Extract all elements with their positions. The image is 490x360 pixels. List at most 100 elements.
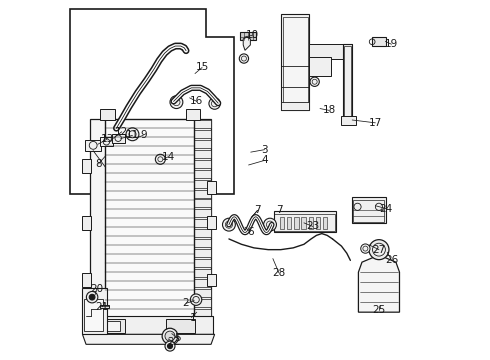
- Bar: [193, 140, 211, 148]
- Circle shape: [239, 54, 248, 63]
- Bar: [90, 319, 125, 333]
- Bar: [193, 239, 211, 247]
- Bar: [193, 249, 211, 257]
- Bar: [193, 289, 211, 297]
- Text: 22: 22: [167, 337, 180, 347]
- Bar: [274, 213, 335, 231]
- Bar: [287, 217, 292, 229]
- Circle shape: [354, 203, 361, 210]
- Text: 15: 15: [196, 63, 209, 72]
- Bar: [273, 211, 336, 232]
- Text: 14: 14: [162, 152, 175, 162]
- Bar: [283, 18, 308, 109]
- Text: 7: 7: [254, 205, 261, 215]
- Bar: [193, 279, 211, 287]
- Text: 4: 4: [261, 156, 268, 165]
- Text: 3: 3: [261, 145, 268, 155]
- Bar: [86, 316, 213, 334]
- Text: 18: 18: [322, 105, 336, 115]
- Text: 26: 26: [385, 255, 398, 265]
- Bar: [82, 273, 92, 287]
- Bar: [193, 130, 211, 138]
- Text: 2: 2: [183, 298, 189, 308]
- Bar: [193, 259, 211, 267]
- Circle shape: [165, 341, 175, 351]
- Bar: [85, 140, 101, 151]
- Text: 9: 9: [140, 130, 147, 140]
- Bar: [352, 197, 386, 223]
- Bar: [193, 298, 211, 307]
- Bar: [193, 160, 211, 168]
- Bar: [193, 170, 211, 178]
- Circle shape: [126, 128, 139, 141]
- Bar: [281, 103, 309, 111]
- Bar: [309, 57, 331, 76]
- Bar: [100, 305, 109, 307]
- Text: 27: 27: [372, 245, 386, 255]
- Bar: [342, 116, 356, 125]
- Bar: [100, 109, 115, 120]
- Text: 25: 25: [372, 305, 386, 315]
- Bar: [90, 119, 107, 318]
- Text: 10: 10: [245, 30, 259, 40]
- Circle shape: [264, 218, 276, 231]
- Bar: [294, 217, 298, 229]
- Text: 23: 23: [306, 221, 319, 231]
- Text: 28: 28: [272, 268, 286, 278]
- Circle shape: [86, 292, 98, 303]
- Bar: [353, 200, 384, 222]
- Bar: [193, 119, 211, 318]
- Bar: [83, 298, 103, 331]
- Circle shape: [162, 328, 178, 344]
- Circle shape: [222, 218, 235, 231]
- Bar: [167, 319, 195, 333]
- Text: 11: 11: [126, 130, 139, 140]
- Bar: [105, 119, 194, 318]
- Bar: [193, 229, 211, 237]
- Bar: [301, 217, 306, 229]
- Circle shape: [155, 154, 165, 164]
- Bar: [193, 199, 211, 207]
- Bar: [207, 274, 217, 287]
- Text: 7: 7: [275, 205, 282, 215]
- Bar: [82, 158, 92, 173]
- Circle shape: [170, 96, 183, 109]
- Bar: [186, 109, 200, 120]
- Text: 1: 1: [190, 312, 196, 323]
- Bar: [309, 217, 313, 229]
- Bar: [193, 269, 211, 277]
- Text: 19: 19: [385, 39, 398, 49]
- Bar: [207, 181, 217, 194]
- Circle shape: [361, 244, 370, 253]
- Bar: [240, 32, 256, 40]
- Bar: [193, 309, 211, 316]
- Circle shape: [310, 77, 319, 86]
- Circle shape: [375, 203, 383, 210]
- Text: 5: 5: [174, 333, 180, 343]
- Text: 13: 13: [101, 134, 114, 144]
- Text: 20: 20: [90, 284, 103, 294]
- Bar: [193, 120, 211, 128]
- Polygon shape: [358, 255, 399, 312]
- Bar: [281, 14, 309, 111]
- Bar: [344, 46, 351, 121]
- Bar: [193, 150, 211, 158]
- Polygon shape: [82, 334, 215, 344]
- Bar: [193, 210, 211, 217]
- Circle shape: [209, 98, 221, 109]
- Bar: [82, 216, 92, 230]
- Circle shape: [369, 240, 389, 260]
- Text: 17: 17: [369, 118, 382, 128]
- Bar: [316, 217, 320, 229]
- Bar: [207, 216, 217, 229]
- Bar: [82, 288, 107, 334]
- Text: 21: 21: [96, 302, 109, 312]
- Bar: [343, 44, 352, 123]
- Bar: [112, 134, 124, 143]
- Bar: [193, 219, 211, 227]
- Circle shape: [168, 343, 172, 348]
- Circle shape: [165, 331, 175, 341]
- Text: 16: 16: [190, 96, 203, 107]
- Bar: [193, 190, 211, 198]
- Circle shape: [89, 294, 95, 300]
